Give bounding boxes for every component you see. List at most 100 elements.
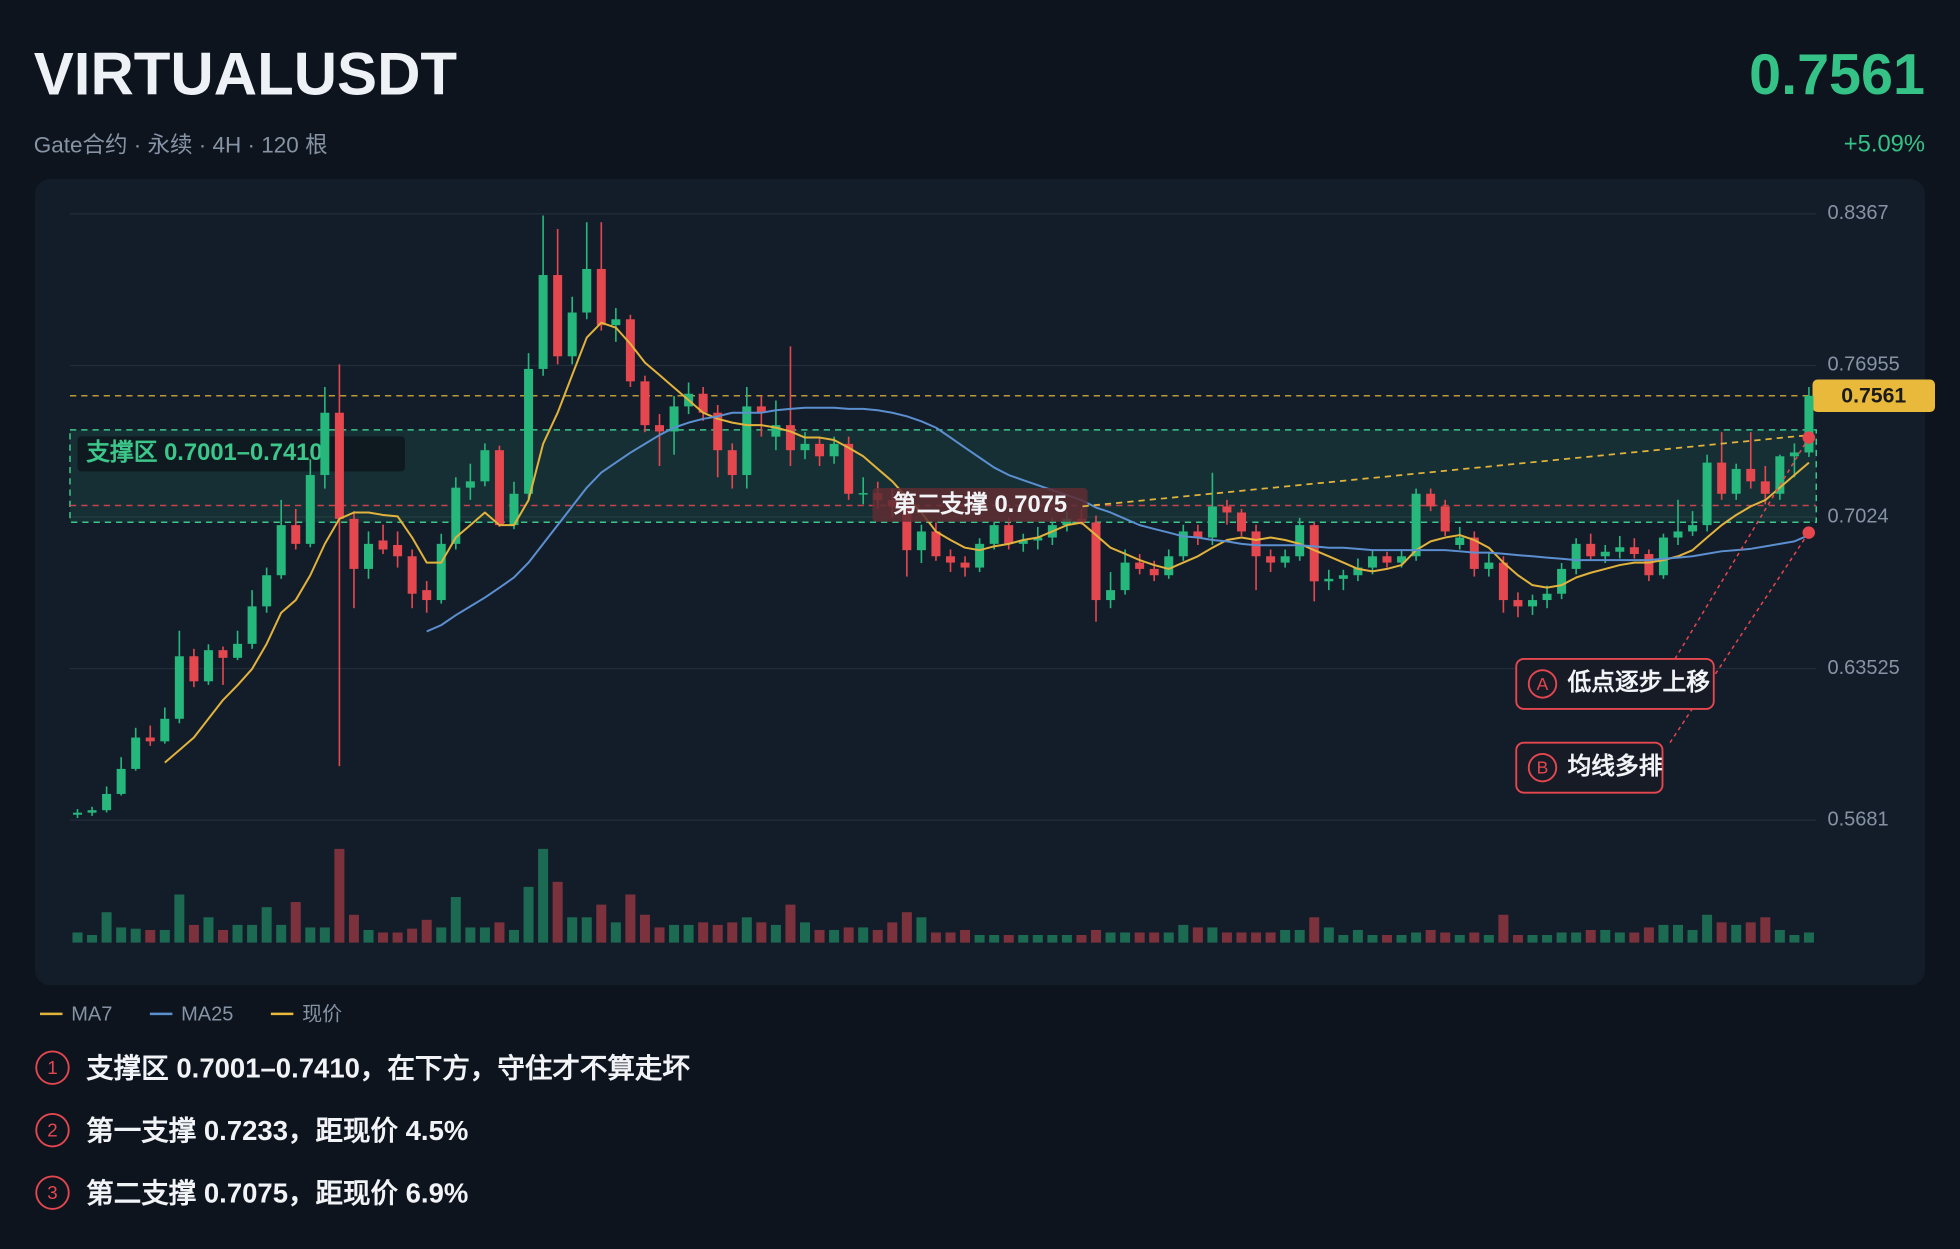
legend-label: 现价: [302, 1003, 342, 1025]
legend-label: MA25: [181, 1003, 233, 1025]
candle-body: [1091, 522, 1101, 601]
volume-bar: [378, 932, 389, 943]
candle-body: [1629, 547, 1639, 555]
candle-body: [698, 393, 708, 413]
volume-bar: [1018, 935, 1029, 943]
volume-bar: [974, 935, 985, 943]
volume-bar: [407, 928, 418, 943]
candle-body: [1106, 590, 1116, 601]
candle-body: [829, 443, 839, 457]
candle-body: [436, 543, 446, 601]
volume-bar: [334, 848, 345, 943]
candle-body: [989, 525, 999, 544]
candle-body: [189, 656, 199, 682]
candle-body: [334, 412, 344, 519]
volume-bar: [1382, 935, 1392, 943]
y-tick-label: 0.5681: [1828, 808, 1889, 830]
price-tag: [1812, 379, 1935, 413]
candle-body: [1280, 556, 1290, 563]
candle-body: [509, 493, 519, 526]
last-price: 0.7561: [1749, 43, 1925, 107]
volume-bar: [87, 935, 98, 943]
candle-body: [1528, 600, 1537, 607]
volume-bar: [1760, 917, 1771, 943]
volume-bar: [1091, 929, 1101, 943]
volume-bar: [1556, 932, 1567, 943]
candle-body: [771, 425, 781, 437]
volume-bar: [479, 927, 490, 943]
volume-bar: [712, 924, 723, 943]
candle-body: [1367, 556, 1377, 568]
candle-body: [931, 531, 941, 557]
volume-bar: [1294, 929, 1305, 943]
volume-bar: [756, 922, 767, 943]
candle-body: [916, 531, 926, 551]
note-badge: [35, 1175, 70, 1210]
volume-bar: [1105, 932, 1116, 943]
price-change: +5.09%: [1844, 130, 1925, 157]
candle-body: [625, 319, 635, 382]
annotation-dot: [1802, 431, 1815, 444]
volume-bar: [1338, 935, 1349, 943]
candle-body: [1178, 531, 1188, 557]
volume-bar: [945, 932, 956, 943]
candle-body: [349, 518, 359, 569]
annotation-marker: A: [1537, 674, 1549, 694]
candle-body: [1135, 562, 1145, 569]
candle-body: [1673, 531, 1683, 538]
candle-body: [538, 275, 548, 369]
candle-body: [1149, 568, 1159, 576]
candle-body: [1207, 506, 1217, 538]
volume-bar: [1323, 927, 1334, 943]
support-label: 第二支撑 0.7075: [893, 490, 1067, 518]
volume-bar: [72, 932, 83, 943]
volume-bar: [1542, 935, 1553, 943]
candle-body: [756, 406, 766, 413]
legend-label: MA7: [71, 1003, 112, 1025]
volume-bar: [1716, 922, 1727, 943]
candle-body: [1338, 575, 1348, 579]
note-marker: 3: [47, 1182, 57, 1203]
candle-body: [320, 412, 330, 476]
grid: 0.8367 0.76955 0.7024 0.63525 0.5681: [70, 202, 1900, 830]
volume-bar: [581, 917, 592, 943]
volume-bar: [1221, 932, 1232, 943]
volume-bar: [872, 929, 883, 943]
candle-body: [785, 425, 795, 451]
candle-body: [451, 487, 461, 544]
annotation-box: [1515, 741, 1664, 794]
candle-body: [247, 606, 257, 644]
candle-body: [1513, 600, 1523, 607]
candle-body: [116, 768, 126, 794]
candle-body: [582, 268, 592, 313]
volume-bar: [858, 927, 869, 943]
volume-bar: [159, 929, 170, 943]
candle-body: [1222, 506, 1232, 513]
volume-bar: [1396, 935, 1407, 943]
candle-body: [1295, 525, 1305, 557]
annotation-layer: A 低点逐步上移 B 均线多排: [1082, 431, 1815, 794]
ma-line: [164, 321, 1810, 764]
volume-bar: [843, 927, 854, 943]
candle-body: [291, 525, 301, 544]
candle-body: [567, 312, 577, 357]
candle-body: [1266, 556, 1276, 563]
volume-bar: [1483, 935, 1494, 943]
volume-bar: [363, 929, 374, 943]
volume-bar: [1352, 929, 1363, 943]
candle-body: [1426, 493, 1436, 507]
candle-body: [553, 275, 563, 357]
note-text: 第一支撑 0.7233，距现价 4.5%: [86, 1115, 468, 1146]
candle-body: [1411, 493, 1421, 557]
volume-bar: [1498, 914, 1509, 943]
volume-bar: [1032, 935, 1043, 943]
note-text: 支撑区 0.7001–0.7410，在下方，守住才不算走坏: [86, 1052, 690, 1083]
volume-bar: [348, 914, 359, 943]
volume-bar: [989, 935, 1000, 943]
candle-body: [1004, 525, 1014, 544]
legend: MA7 MA25 现价: [40, 1003, 342, 1025]
candle-body: [1586, 543, 1596, 557]
volume-bar: [1236, 932, 1247, 943]
candle-body: [407, 556, 417, 594]
volume-bar: [1425, 929, 1436, 943]
